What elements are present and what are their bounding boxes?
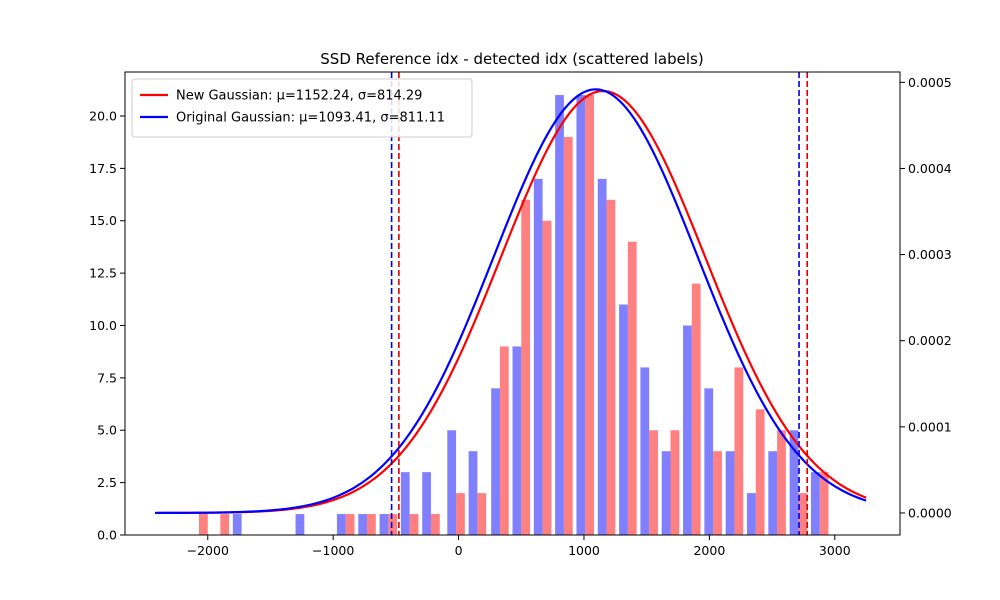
- histogram-bar: [422, 472, 431, 535]
- histogram-bar: [627, 241, 637, 535]
- histogram-bar: [220, 514, 230, 535]
- histogram-bar: [704, 388, 714, 535]
- histogram-bar: [400, 472, 410, 535]
- histogram-bar: [747, 493, 756, 535]
- axes-frame: [124, 71, 901, 536]
- histogram-bar: [388, 514, 398, 535]
- y2-tick-label: 0.0001: [908, 419, 952, 434]
- histogram-bar: [358, 514, 368, 535]
- histogram-bar: [295, 514, 305, 535]
- histogram-bar: [555, 95, 564, 536]
- histogram-bar: [379, 514, 389, 535]
- y-tick-label: 12.5: [89, 266, 117, 281]
- y2-tick-label: 0.0005: [908, 75, 952, 90]
- histogram-bar: [533, 178, 543, 535]
- x-tick-label: 0: [455, 543, 463, 558]
- histogram-bar: [232, 514, 242, 535]
- y-tick-label: 7.5: [97, 370, 117, 385]
- histogram-bar: [336, 514, 346, 535]
- histogram-bar: [661, 451, 671, 535]
- y-tick-label: 15.0: [89, 213, 117, 228]
- histogram-bar: [670, 430, 680, 535]
- histogram-series-1: [232, 95, 820, 536]
- y-tick-label: 5.0: [97, 423, 117, 438]
- axes: −2000 −1000 0 1000 2000 3000 0.0 2.5 5.0 7.5 10.0 1…: [89, 71, 952, 558]
- y-tick-label: 17.5: [89, 161, 117, 176]
- legend: New Gaussian: μ=1152.24, σ=814.29 Origina…: [131, 78, 473, 138]
- histogram-bar: [777, 430, 786, 535]
- histogram-bar: [691, 283, 701, 535]
- histogram-bar: [468, 451, 478, 535]
- histogram-bar: [576, 95, 586, 536]
- legend-box: [131, 78, 473, 138]
- histogram-bar: [542, 220, 552, 535]
- y2-tick-label: 0.0004: [908, 161, 952, 176]
- histogram-bar: [640, 367, 650, 535]
- x-tick-label: −2000: [187, 543, 229, 558]
- y2-tick-label: 0.0002: [908, 333, 952, 348]
- histogram-bar: [725, 451, 735, 535]
- histogram-bar: [597, 178, 607, 535]
- histogram-bar: [521, 199, 531, 536]
- y-tick-label: 0.0: [97, 528, 117, 543]
- histogram-bar: [768, 451, 778, 535]
- legend-label: New Gaussian: μ=1152.24, σ=814.29: [176, 89, 422, 104]
- histogram-bar: [619, 304, 628, 535]
- histogram-bar: [198, 514, 208, 535]
- histogram-bar: [430, 514, 440, 535]
- chart-title: SSD Reference idx - detected idx (scatte…: [320, 50, 703, 68]
- x-tick-label: 1000: [568, 543, 600, 558]
- legend-label: Original Gaussian: μ=1093.41, σ=811.11: [176, 111, 445, 126]
- x-tick-label: −1000: [312, 543, 354, 558]
- histogram-bar: [447, 430, 457, 535]
- histogram-bar: [649, 430, 658, 535]
- histogram-bar: [345, 514, 355, 535]
- histogram-bar: [456, 493, 465, 535]
- histogram-bar: [512, 346, 522, 535]
- y2-tick-label: 0.0003: [908, 247, 952, 262]
- histogram-series-0: [198, 95, 829, 536]
- y2-tick-label: 0.0000: [908, 505, 952, 520]
- histogram-bar: [683, 325, 692, 535]
- y-tick-label: 10.0: [89, 318, 117, 333]
- histogram-bar: [713, 451, 722, 535]
- histogram-bar: [755, 409, 765, 535]
- histogram-bar: [585, 95, 595, 536]
- histogram-bar: [499, 346, 509, 535]
- y-tick-label: 2.5: [97, 475, 117, 490]
- histogram-bar: [409, 514, 419, 535]
- histogram-bar: [819, 472, 829, 535]
- histogram-bar: [491, 388, 500, 535]
- y-tick-label: 20.0: [89, 108, 117, 123]
- histogram-bar: [734, 367, 744, 535]
- histogram-bar: [810, 472, 820, 535]
- x-tick-label: 2000: [693, 543, 725, 558]
- histogram-bar: [563, 136, 573, 535]
- histogram-bar: [606, 199, 616, 536]
- histogram-bar: [789, 430, 799, 535]
- histogram-bar: [367, 514, 376, 535]
- plot-area: [155, 72, 867, 536]
- gaussian-curve-3: [155, 88, 867, 515]
- histogram-bar: [798, 493, 808, 535]
- x-tick-label: 3000: [819, 543, 851, 558]
- histogram-bar: [477, 493, 487, 535]
